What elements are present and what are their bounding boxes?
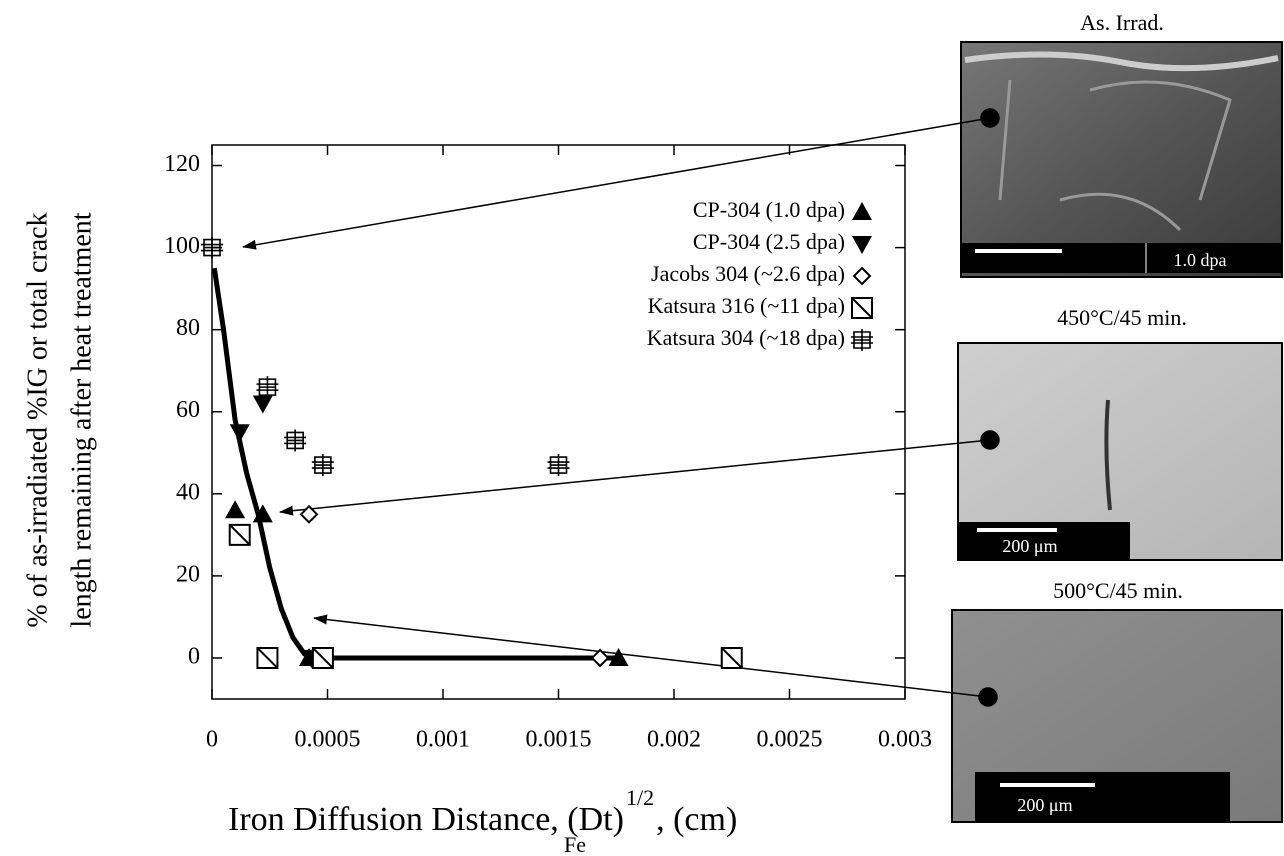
x-tick-label: 0.0005 (295, 727, 361, 753)
y-tick-label: 40 (176, 479, 200, 505)
legend-marker (852, 202, 872, 220)
marker (548, 454, 570, 476)
scale-label: 1.0 dpa (1174, 250, 1227, 270)
marker (284, 429, 306, 451)
y-axis-label: % of as-irradiated %IG or total crack (22, 212, 53, 627)
x-tick-label: 0.001 (416, 727, 470, 753)
image-title: 500°C/45 min. (1053, 578, 1183, 603)
marker (230, 525, 250, 545)
marker (256, 376, 278, 398)
legend-marker (852, 298, 872, 318)
legend-marker (851, 329, 873, 351)
legend-marker (852, 236, 872, 254)
scale-label: 200 μm (1017, 795, 1072, 815)
legend-label: CP-304 (2.5 dpa) (693, 229, 845, 254)
marker (230, 424, 250, 442)
x-tick-label: 0.002 (647, 727, 701, 753)
scale-label: 200 μm (1002, 536, 1057, 556)
x-axis-label-subscript: Fe (564, 832, 586, 856)
x-tick-label: 0.0025 (757, 727, 823, 753)
marker (312, 454, 334, 476)
y-tick-label: 0 (188, 643, 200, 669)
y-tick-label: 120 (164, 151, 200, 177)
image-title: 450°C/45 min. (1057, 305, 1187, 330)
micrograph-as-irradiated: 1.0 dpa (961, 42, 1282, 277)
marker (225, 500, 245, 518)
x-tick-label: 0.0015 (526, 727, 592, 753)
marker (201, 237, 223, 259)
y-tick-label: 60 (176, 397, 200, 423)
micrograph-500: 200 μm (952, 610, 1282, 822)
legend-marker (854, 268, 870, 284)
x-tick-label: 0.003 (878, 727, 932, 753)
x-axis-label: Iron Diffusion Distance, (Dt) 1/2 , (cm)… (228, 785, 737, 856)
figure: 1.0 dpa As. Irrad. 200 μm 450°C/45 min. … (0, 0, 1284, 856)
legend-label: CP-304 (1.0 dpa) (693, 197, 845, 222)
x-axis-label-suffix: , (cm) (656, 801, 737, 838)
arrows (243, 109, 999, 706)
y-axis-label: length remaining after heat treatment (66, 212, 97, 627)
y-tick-label: 20 (176, 561, 200, 587)
x-axis-label-superscript: 1/2 (626, 785, 654, 810)
legend-label: Katsura 304 (~18 dpa) (647, 325, 845, 350)
marker (257, 648, 277, 668)
micrograph-450: 200 μm (958, 343, 1282, 560)
marker (313, 648, 333, 668)
image-title: As. Irrad. (1080, 10, 1164, 35)
marker (722, 648, 742, 668)
legend-label: Jacobs 304 (~2.6 dpa) (651, 261, 845, 286)
x-tick-label: 0 (206, 727, 218, 753)
legend-label: Katsura 316 (~11 dpa) (648, 293, 845, 318)
y-tick-label: 100 (164, 233, 200, 259)
y-tick-label: 80 (176, 315, 200, 341)
marker (253, 396, 273, 414)
